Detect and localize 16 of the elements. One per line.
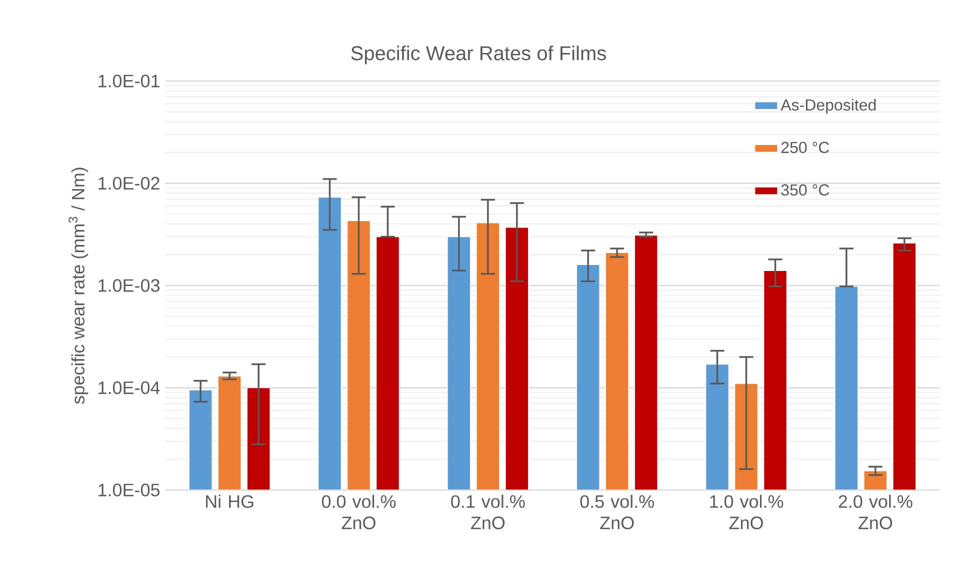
legend-label: 250 °C — [781, 142, 830, 154]
x-tick-label: Ni HG — [206, 494, 254, 508]
y-tick-label: 1.0E-01 — [98, 74, 160, 88]
x-tick-label: 0.1 vol.% ZnO — [451, 494, 525, 530]
y-tick-label: 1.0E-05 — [98, 484, 160, 496]
legend-label: As-Deposited — [780, 98, 876, 114]
y-tick-label: 1.0E-02 — [98, 176, 160, 190]
legend-label: 350 °C — [781, 184, 830, 196]
chart-title: Specific Wear Rates of Films — [351, 46, 606, 64]
x-tick-label: 0.5 vol.% ZnO — [580, 494, 654, 530]
x-tick-label: 0.0 vol.% ZnO — [322, 494, 396, 530]
x-tick-label: 2.0 vol.% ZnO — [838, 494, 912, 530]
y-tick-label: 1.0E-04 — [98, 381, 160, 394]
y-axis-title: specific wear rate (mm$^{3}$ / Nm) — [68, 168, 88, 404]
x-tick-label: 1.0 vol.% ZnO — [710, 494, 784, 530]
y-tick-label: 1.0E-03 — [98, 279, 160, 292]
